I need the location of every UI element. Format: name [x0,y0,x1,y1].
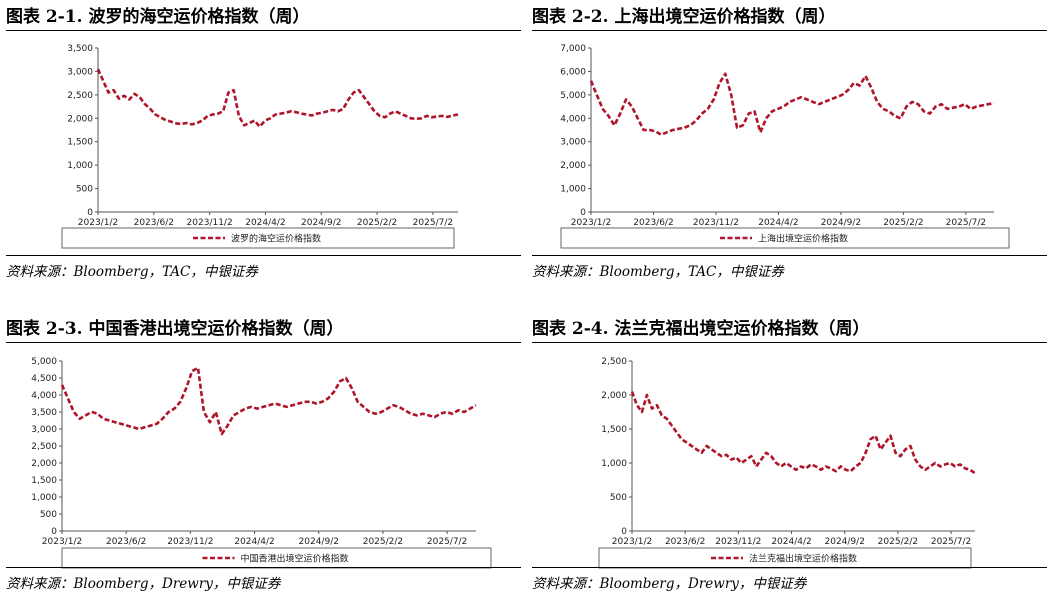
divider [6,255,521,256]
y-tick-label: 7,000 [560,44,586,54]
x-tick-label: 2024/9/2 [825,537,865,547]
chart-title: 图表 2-3. 中国香港出境空运价格指数（周） [6,316,521,343]
y-tick-label: 1,500 [31,476,57,486]
y-tick-label: 2,000 [67,114,93,124]
chart-panel-3: 图表 2-3. 中国香港出境空运价格指数（周） 0 500 1,000 1,500 2,… [6,316,524,606]
legend-label: 上海出境空运价格指数 [758,233,848,245]
x-tick-label: 2023/1/2 [612,537,652,547]
legend-box [61,227,455,249]
y-tick-label: 4,500 [31,374,57,384]
y-tick-label: 2,000 [560,161,586,171]
chart-title: 图表 2-2. 上海出境空运价格指数（周） [532,4,1047,31]
x-tick-label: 2023/11/2 [715,537,761,547]
series-line [630,391,976,475]
x-tick-label: 2025/2/2 [357,218,397,228]
series-line [589,72,995,136]
y-tick-label: 5,000 [560,91,586,101]
series-line [96,68,459,128]
legend-box [61,547,492,569]
source-note: 资料来源：Bloomberg，TAC，中银证券 [532,264,784,280]
y-tick-label: 3,000 [67,67,93,77]
x-tick-label: 2023/6/2 [665,537,705,547]
x-tick-label: 2024/9/2 [301,218,341,228]
y-tick-label: 500 [610,493,627,503]
y-tick-label: 6,000 [560,67,586,77]
x-tick-label: 2023/6/2 [106,537,146,547]
legend-label: 波罗的海空运价格指数 [231,233,321,245]
x-tick-label: 2024/4/2 [245,218,285,228]
chart-title: 图表 2-1. 波罗的海空运价格指数（周） [6,4,521,31]
y-tick-label: 2,000 [31,459,57,469]
y-tick-label: 1,000 [601,459,627,469]
y-tick-label: 1,500 [601,425,627,435]
y-tick-label: 0 [621,527,627,537]
legend-label: 法兰克福出境空运价格指数 [749,553,857,565]
series-line [60,366,477,436]
y-tick-label: 500 [40,510,57,520]
line-chart: 0 500 1,000 1,500 2,000 2,500 2023/1/2 2023/6/2… [598,357,976,569]
y-tick-label: 2,500 [67,91,93,101]
x-tick-label: 2023/11/2 [187,218,233,228]
x-tick-label: 2025/2/2 [363,537,403,547]
line-chart: 0 500 1,000 1,500 2,000 2,500 3,000 3,500 4,000 4… [31,357,492,569]
x-tick-label: 2025/7/2 [946,218,986,228]
x-tick-label: 2024/4/2 [771,537,811,547]
x-tick-label: 2023/1/2 [571,218,611,228]
divider [532,255,1047,256]
y-tick-label: 0 [87,208,93,218]
x-tick-label: 2024/4/2 [234,537,274,547]
y-tick-label: 2,500 [601,357,627,367]
y-tick-label: 4,000 [560,114,586,124]
x-tick-label: 2025/7/2 [427,537,467,547]
x-tick-label: 2025/2/2 [878,537,918,547]
y-tick-label: 3,500 [67,44,93,54]
x-tick-label: 2024/9/2 [299,537,339,547]
x-tick-label: 2025/2/2 [883,218,923,228]
legend-box [598,547,972,569]
chart-panel-4: 图表 2-4. 法兰克福出境空运价格指数（周） 0 500 1,000 1,500 2,… [532,316,1050,606]
y-tick-label: 4,000 [31,391,57,401]
y-tick-label: 1,000 [560,185,586,195]
x-tick-label: 2023/11/2 [693,218,739,228]
y-tick-label: 3,500 [31,408,57,418]
x-tick-label: 2024/4/2 [758,218,798,228]
y-tick-label: 2,000 [601,391,627,401]
y-tick-label: 1,500 [67,138,93,148]
x-tick-label: 2023/6/2 [633,218,673,228]
x-tick-label: 2024/9/2 [821,218,861,228]
chart-title: 图表 2-4. 法兰克福出境空运价格指数（周） [532,316,1047,343]
x-tick-label: 2023/6/2 [134,218,174,228]
legend-label: 中国香港出境空运价格指数 [241,553,349,565]
x-tick-label: 2023/11/2 [167,537,213,547]
x-tick-label: 2025/7/2 [931,537,971,547]
x-tick-label: 2023/1/2 [78,218,118,228]
y-tick-label: 5,000 [31,357,57,367]
source-note: 资料来源：Bloomberg，TAC，中银证券 [6,264,258,280]
x-tick-label: 2025/7/2 [413,218,453,228]
divider [532,567,1047,568]
y-tick-label: 500 [76,185,93,195]
source-note: 资料来源：Bloomberg，Drewry，中银证券 [6,576,281,592]
y-tick-label: 3,000 [31,425,57,435]
y-tick-label: 1,000 [31,493,57,503]
y-tick-label: 3,000 [560,138,586,148]
line-chart: 0 1,000 2,000 3,000 4,000 5,000 6,000 7,000 2023… [560,44,1010,249]
chart-panel-1: 图表 2-1. 波罗的海空运价格指数（周） 0 500 1,000 1,500 2,00… [6,4,524,294]
source-note: 资料来源：Bloomberg，Drewry，中银证券 [532,576,807,592]
y-tick-label: 0 [51,527,57,537]
chart-panel-2: 图表 2-2. 上海出境空运价格指数（周） 0 1,000 2,000 3,000 4,… [532,4,1050,294]
legend-box [560,227,1010,249]
line-chart: 0 500 1,000 1,500 2,000 2,500 3,000 3,500 2023/1… [61,44,459,249]
y-tick-label: 0 [580,208,586,218]
divider [6,567,521,568]
y-tick-label: 1,000 [67,161,93,171]
y-tick-label: 2,500 [31,442,57,452]
x-tick-label: 2023/1/2 [42,537,82,547]
